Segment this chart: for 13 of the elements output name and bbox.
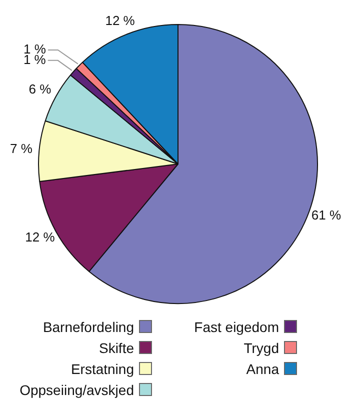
data-label: 12 % (105, 12, 136, 28)
data-label: 1 % (23, 52, 46, 67)
data-label: 7 % (10, 141, 33, 156)
legend-label: Skifte (98, 340, 134, 356)
legend-label: Fast eigedom (194, 318, 279, 334)
legend-label: Trygd (244, 340, 279, 356)
legend-label: Anna (246, 360, 279, 376)
data-label: 12 % (25, 230, 56, 245)
data-label: 61 % (311, 208, 342, 223)
legend-label: Barnefordeling (42, 318, 134, 334)
data-label: 6 % (28, 82, 52, 97)
legend-label: Oppseiing/avskjed (20, 382, 134, 398)
legend-label: Erstatning (70, 360, 134, 376)
